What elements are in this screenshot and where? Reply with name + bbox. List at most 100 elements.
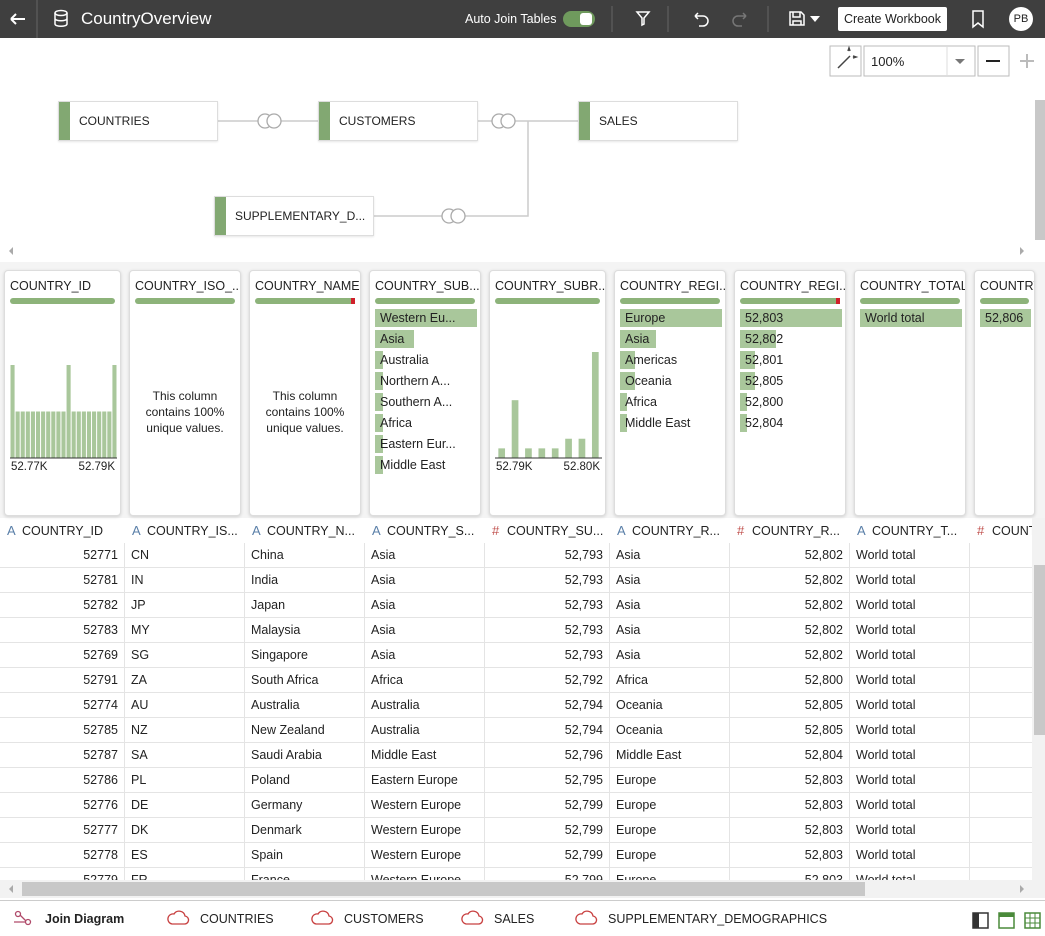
table-cell [970, 743, 1032, 768]
table-cell: Australia [365, 718, 485, 743]
table-cell: 52,802 [730, 643, 850, 668]
bookmark-icon[interactable] [972, 10, 984, 29]
category-label: 52,806 [985, 311, 1024, 325]
table-cell: Asia [610, 543, 730, 568]
create-workbook-label[interactable]: Create Workbook [843, 12, 942, 26]
category-bar [375, 351, 383, 369]
table-cell: 52,792 [485, 668, 610, 693]
histogram-bar [92, 411, 97, 458]
table-node[interactable]: SALES [578, 101, 738, 141]
profile-bar [620, 298, 720, 304]
column-type-icon: A [617, 523, 626, 538]
diagram-scrollbar[interactable] [1035, 100, 1045, 240]
avatar[interactable] [1009, 7, 1033, 31]
table-cell: World total [850, 643, 970, 668]
tab[interactable]: COUNTRIES [200, 912, 274, 926]
table-cell: Saudi Arabia [245, 743, 365, 768]
table-cell: India [245, 568, 365, 593]
tab[interactable]: CUSTOMERS [344, 912, 424, 926]
tab[interactable]: Join Diagram [45, 912, 125, 926]
column-type-icon: # [492, 523, 500, 538]
back-icon[interactable] [10, 13, 25, 25]
database-icon [54, 9, 68, 27]
table-node[interactable]: SUPPLEMENTARY_D... [214, 196, 374, 236]
table-cell: 52,799 [485, 818, 610, 843]
column-type-icon: A [252, 523, 261, 538]
zoom-select[interactable] [863, 45, 976, 77]
save-menu[interactable] [810, 16, 820, 22]
category-label: Western Eu... [380, 311, 456, 325]
join-icons[interactable] [257, 113, 516, 224]
table-cell: ES [125, 843, 245, 868]
column-header[interactable]: COUNTRY_IS... [147, 524, 238, 538]
column-header[interactable]: COUNTRY_ID [22, 524, 104, 538]
quality-flag [351, 298, 355, 304]
table-cell: 52,803 [730, 793, 850, 818]
profile-title: COUNTRY_ISO_... [135, 279, 241, 293]
table-cell: World total [850, 543, 970, 568]
column-header[interactable]: COUNTRY_SU... [507, 524, 604, 538]
category-label: 52,804 [745, 416, 784, 430]
table-cell [970, 818, 1032, 843]
table-cell: Asia [365, 643, 485, 668]
column-header[interactable]: COUNTRY_R... [632, 524, 720, 538]
header-icons [10, 0, 1033, 38]
table-cell: Western Europe [365, 843, 485, 868]
profile-card: COUNTRY_TOTAL World total [854, 270, 966, 516]
column-type-icon: A [132, 523, 141, 538]
histogram-bar [591, 352, 599, 458]
histogram-bar [81, 411, 86, 458]
table-cell: 52,805 [730, 693, 850, 718]
profile-title: COUNTRY_SUB... [375, 279, 480, 293]
column-header[interactable]: COUNTRY_T... [872, 524, 958, 538]
save-icon[interactable] [789, 11, 805, 26]
table-cell: DK [125, 818, 245, 843]
profile-bar [255, 298, 355, 304]
table-cell: 52,799 [485, 793, 610, 818]
column-header[interactable]: COUNT [992, 524, 1032, 538]
table-node[interactable]: CUSTOMERS [318, 101, 478, 141]
table-node[interactable]: COUNTRIES [58, 101, 218, 141]
table-cell: 52,796 [485, 743, 610, 768]
horizontal-scrollbar[interactable] [22, 882, 865, 896]
column-header[interactable]: COUNTRY_S... [387, 524, 475, 538]
table-cell: SG [125, 643, 245, 668]
tab[interactable]: SALES [494, 912, 535, 926]
filter-icon[interactable] [635, 11, 651, 27]
category-label: 52,805 [745, 374, 784, 388]
table-cell: 52,802 [730, 543, 850, 568]
column-header[interactable]: COUNTRY_R... [752, 524, 840, 538]
table-cell: South Africa [245, 668, 365, 693]
profile-bar [495, 298, 600, 304]
table-cell: World total [850, 568, 970, 593]
histogram-bar [551, 448, 559, 458]
category-label: Eastern Eur... [380, 437, 456, 451]
tab[interactable]: SUPPLEMENTARY_DEMOGRAPHICS [608, 912, 828, 926]
category-bar [375, 372, 383, 390]
max-label: 52.79K [78, 461, 115, 473]
histogram-bar [30, 411, 35, 458]
table-cell: 52776 [0, 793, 125, 818]
create-workbook-button[interactable] [838, 7, 947, 31]
layout-toggle[interactable] [1024, 912, 1041, 929]
vertical-scrollbar[interactable] [1034, 565, 1045, 735]
table-cell: 52,793 [485, 568, 610, 593]
table-cell: World total [850, 768, 970, 793]
category-label: Australia [380, 353, 429, 367]
unique-message: This column contains 100% unique values. [145, 389, 225, 435]
category-bar [375, 435, 383, 453]
auto-join-label: Auto Join Tables [465, 12, 557, 26]
profile-title: COUNTRY [980, 279, 1034, 293]
column-header[interactable]: COUNTRY_N... [267, 524, 355, 538]
profile-card: COUNTRY_ISO_... This column contains 100%… [129, 270, 241, 516]
table-cell [970, 593, 1032, 618]
category-label: Asia [380, 332, 405, 346]
undo-icon[interactable] [694, 12, 709, 27]
profile-card: COUNTRY_ID 52.77K 52.79K [4, 270, 121, 516]
table-cell: World total [850, 868, 970, 880]
histogram-bar [498, 448, 506, 458]
histogram-bar [61, 411, 66, 458]
histogram-bar [25, 411, 30, 458]
table-cell: Western Europe [365, 793, 485, 818]
category-label: 52,801 [745, 353, 784, 367]
